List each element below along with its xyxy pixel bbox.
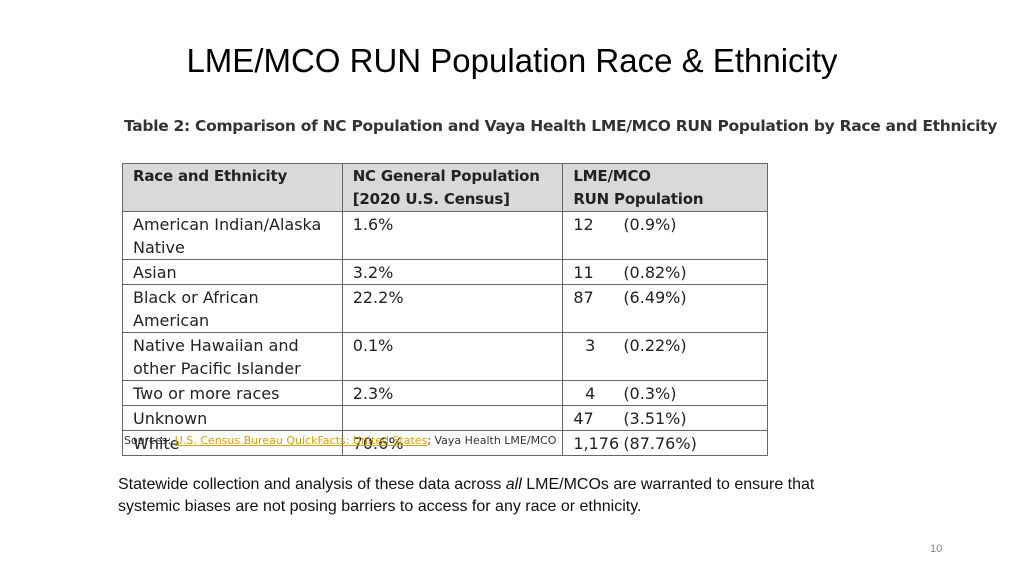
note-text-before: Statewide collection and analysis of the… (118, 476, 506, 493)
note-emphasis: all (505, 476, 522, 493)
sources-line: Sources: U.S. Census Bureau QuickFacts: … (124, 434, 556, 447)
run-pct: (6.49%) (623, 288, 687, 307)
run-pct: (0.22%) (623, 336, 687, 355)
run-pct: (3.51%) (623, 409, 687, 428)
census-source-link[interactable]: U.S. Census Bureau QuickFacts: United St… (174, 434, 428, 447)
run-count: 4 (585, 384, 596, 403)
run-pct: (0.82%) (623, 263, 687, 282)
header-race: Race and Ethnicity (122, 163, 343, 212)
header-run-line2: RUN Population (573, 190, 704, 208)
run-count: 11 (573, 263, 594, 282)
header-run-population: LME/MCO RUN Population (562, 163, 768, 212)
run-count: 3 (585, 336, 596, 355)
nc-pct-cell: 3.2% (341, 259, 564, 285)
sources-rest: ; Vaya Health LME/MCO (427, 434, 557, 447)
body-note: Statewide collection and analysis of the… (118, 474, 878, 518)
header-run-line1: LME/MCO (573, 167, 651, 185)
table-row: Asian 3.2% 11 (0.82%) (122, 259, 768, 285)
run-count: 87 (573, 288, 594, 307)
run-pct: (0.9%) (623, 215, 677, 234)
run-cell: 47 (3.51%) (562, 405, 768, 431)
table-row: American Indian/Alaska Native 1.6% 12 (0.… (122, 211, 768, 260)
race-ethnicity-table: Race and Ethnicity NC General Population… (122, 163, 768, 456)
nc-pct-cell: 1.6% (341, 211, 564, 260)
race-cell: American Indian/Alaska Native (122, 211, 343, 260)
run-cell: 1,176 (87.76%) (562, 430, 768, 456)
slide-title: LME/MCO RUN Population Race & Ethnicity (186, 42, 838, 79)
run-cell: 12 (0.9%) (562, 211, 768, 260)
run-cell: 3 (0.22%) (562, 332, 768, 381)
nc-pct-cell: 22.2% (341, 284, 564, 333)
race-cell: Black or African American (122, 284, 343, 333)
sources-label: Sources: (124, 434, 172, 447)
table-caption: Table 2: Comparison of NC Population and… (124, 117, 998, 135)
run-cell: 4 (0.3%) (562, 380, 768, 406)
note-text-after: LME/MCOs are warranted to ensure that sy… (118, 476, 815, 515)
nc-pct-cell: 70.6% (341, 430, 564, 456)
table-row: Unknown 47 (3.51%) (122, 405, 768, 431)
table-row: Two or more races 2.3% 4 (0.3%) (122, 380, 768, 406)
race-cell: Native Hawaiian and other Pacific Island… (122, 332, 343, 381)
run-pct: (0.3%) (623, 384, 677, 403)
run-cell: 87 (6.49%) (562, 284, 768, 333)
table-row: Black or African American 22.2% 87 (6.49%… (122, 284, 768, 333)
run-count: 1,176 (573, 434, 620, 453)
race-cell: White (122, 430, 343, 456)
header-nc-line1: NC General Population (352, 167, 540, 185)
run-count: 47 (573, 409, 594, 428)
header-nc-population: NC General Population [2020 U.S. Census] (341, 163, 564, 212)
nc-pct-cell: 2.3% (341, 380, 564, 406)
table-row: Native Hawaiian and other Pacific Island… (122, 332, 768, 381)
run-count: 12 (573, 215, 594, 234)
page-number: 10 (930, 543, 943, 555)
run-cell: 11 (0.82%) (562, 259, 768, 285)
race-cell: Asian (122, 259, 343, 285)
table-row: White 70.6% 1,176 (87.76%) (122, 430, 768, 456)
nc-pct-cell (341, 405, 564, 431)
run-pct: (87.76%) (623, 434, 697, 453)
nc-pct-cell: 0.1% (341, 332, 564, 381)
race-cell: Two or more races (122, 380, 343, 406)
header-race-label: Race and Ethnicity (133, 167, 288, 185)
race-cell: Unknown (122, 405, 343, 431)
header-nc-line2: [2020 U.S. Census] (352, 190, 510, 208)
table-header-row: Race and Ethnicity NC General Population… (122, 163, 768, 212)
